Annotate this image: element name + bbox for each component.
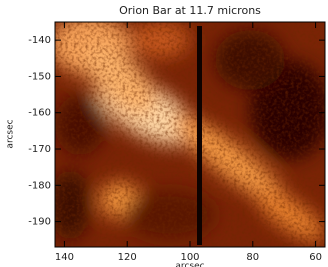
chart: Orion Bar at 11.7 microns arcsec arcsec … [0, 0, 328, 267]
x-tick-label: 140 [55, 252, 74, 263]
x-tick-label: 60 [309, 252, 322, 263]
y-tick-label: -140 [28, 35, 51, 46]
x-tick-label: 80 [246, 252, 259, 263]
image [50, 15, 328, 249]
y-axis-label: arcsec [6, 119, 16, 148]
chart-title: Orion Bar at 11.7 microns [119, 4, 261, 17]
y-tick-label: -160 [28, 108, 51, 119]
y-tick-label: -190 [28, 217, 51, 228]
y-tick-label: -180 [28, 180, 51, 191]
y-tick-label: -170 [28, 144, 51, 155]
y-tick-label: -150 [28, 71, 51, 82]
x-tick-label: 120 [118, 252, 137, 263]
x-tick-label: 100 [180, 252, 199, 263]
